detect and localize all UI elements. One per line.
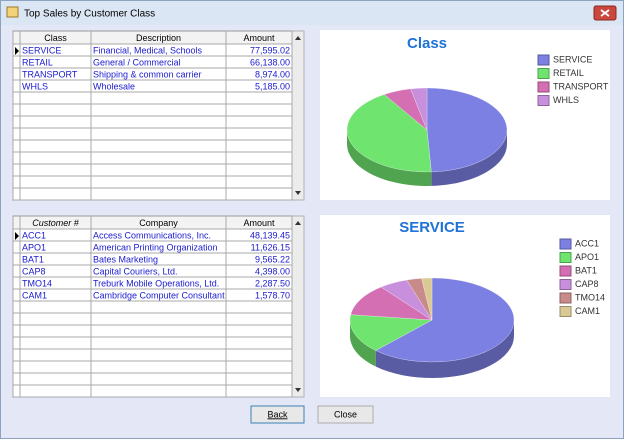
scroll-up-arrow[interactable] <box>295 221 301 225</box>
cell: Wholesale <box>93 81 135 91</box>
pie-slice <box>410 87 428 131</box>
pie-slice-side <box>431 130 507 186</box>
legend-label: CAM1 <box>575 306 600 316</box>
cell: 48,139.45 <box>250 230 290 240</box>
legend-label: WHLS <box>553 95 579 105</box>
cell: Capital Couriers, Ltd. <box>93 266 178 276</box>
scroll-down-arrow[interactable] <box>295 191 301 195</box>
legend-label: TMO14 <box>575 292 605 302</box>
cell: CAP8 <box>22 266 46 276</box>
column-header: Amount <box>243 33 275 43</box>
legend-swatch <box>537 68 550 79</box>
cell: CAM1 <box>22 290 47 300</box>
cell: Bates Marketing <box>93 254 158 264</box>
legend-label: SERVICE <box>553 54 592 64</box>
back-button[interactable] <box>250 405 305 424</box>
pie-slice-side <box>350 320 376 367</box>
legend-swatch <box>537 54 550 66</box>
column-header: Amount <box>243 218 275 228</box>
pie-slice <box>346 94 432 173</box>
scroll-down-arrow[interactable] <box>295 388 301 392</box>
cell: ACC1 <box>22 230 46 240</box>
legend-swatch <box>559 238 572 250</box>
window-title: Top Sales by Customer Class <box>24 9 155 20</box>
pie-slice <box>350 286 433 321</box>
cell: Treburk Mobile Operations, Ltd. <box>93 278 219 288</box>
cell: 9,565.22 <box>255 254 290 264</box>
cell: TMO14 <box>22 278 52 288</box>
title-bar <box>1 1 623 25</box>
pie-slice <box>375 277 515 363</box>
column-header: Description <box>136 33 181 43</box>
scrollbar <box>291 215 305 398</box>
scrollbar <box>291 30 305 201</box>
cell: 11,626.15 <box>251 242 290 252</box>
cell: SERVICE <box>22 45 61 55</box>
table <box>12 215 305 398</box>
legend-swatch <box>559 265 572 277</box>
cell: WHLS <box>22 81 48 91</box>
cell: 2,287.50 <box>255 278 290 288</box>
scroll-up-arrow[interactable] <box>295 36 301 40</box>
cell: 1,578.70 <box>255 290 290 300</box>
pie-slice-side <box>347 130 432 186</box>
pie-slice <box>421 277 433 321</box>
pie-slice <box>349 314 433 351</box>
pie-slice <box>426 87 508 173</box>
close-button-label: Close <box>334 409 357 419</box>
legend-swatch <box>537 95 550 106</box>
cell: RETAIL <box>22 57 53 67</box>
cell: TRANSPORT <box>22 69 78 79</box>
cell: 66,138.00 <box>250 57 290 67</box>
legend-label: RETAIL <box>553 68 584 78</box>
column-header: Customer # <box>32 218 80 228</box>
cell: Cambridge Computer Consultant <box>93 290 225 300</box>
chart-title: Class <box>407 35 447 52</box>
legend-swatch <box>559 252 572 263</box>
cell: 4,398.00 <box>255 266 290 276</box>
pie-slice-side <box>375 320 514 378</box>
legend-swatch <box>559 306 572 317</box>
current-row-indicator <box>15 232 19 240</box>
cell: 8,974.00 <box>255 69 290 79</box>
column-header: Company <box>139 218 178 228</box>
legend-swatch <box>559 292 572 304</box>
cell: APO1 <box>22 242 46 252</box>
legend-label: APO1 <box>575 252 599 262</box>
legend-label: TRANSPORT <box>553 81 609 91</box>
app-icon <box>6 6 19 18</box>
legend-swatch <box>559 279 572 290</box>
cell: Shipping & common carrier <box>93 69 202 79</box>
cell: Access Communications, Inc. <box>93 230 211 240</box>
cell: 77,595.02 <box>250 45 290 55</box>
back-button-label: Back <box>267 409 288 419</box>
close-button[interactable] <box>317 405 374 424</box>
legend-label: ACC1 <box>575 238 599 248</box>
column-header: Class <box>44 33 67 43</box>
current-row-indicator <box>15 47 19 55</box>
cell: Financial, Medical, Schools <box>93 45 203 55</box>
cell: 5,185.00 <box>255 81 290 91</box>
legend-label: BAT1 <box>575 265 597 275</box>
cell: General / Commercial <box>93 57 181 67</box>
cell: BAT1 <box>22 254 44 264</box>
cell: American Printing Organization <box>93 242 218 252</box>
close-icon <box>600 9 610 17</box>
legend-swatch <box>537 81 550 93</box>
legend-label: CAP8 <box>575 279 599 289</box>
chart-title: SERVICE <box>399 219 465 236</box>
